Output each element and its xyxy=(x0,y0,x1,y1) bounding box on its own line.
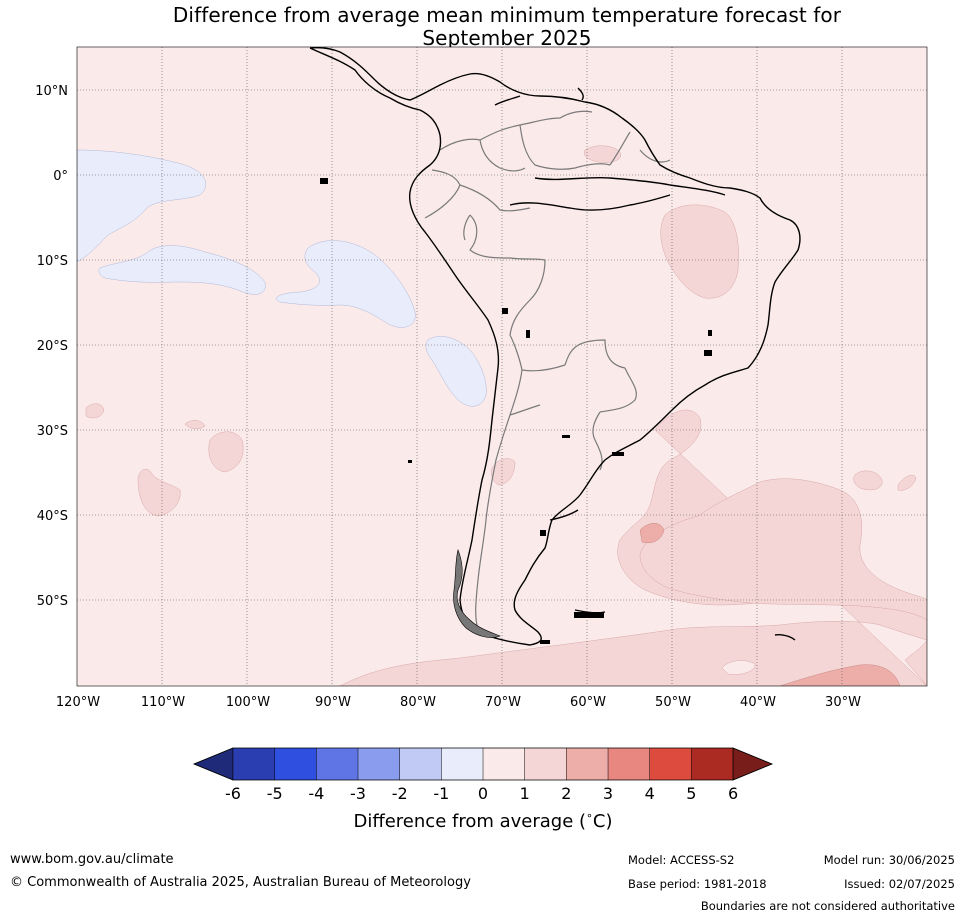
colorbar-tick-label: -5 xyxy=(267,784,283,803)
warm-anomaly-atlantic-small-1 xyxy=(853,470,883,491)
islands xyxy=(320,178,712,644)
colorbar-tick-label: -1 xyxy=(433,784,449,803)
lon-label: 70°W xyxy=(485,695,521,710)
lat-label: 40°S xyxy=(37,509,68,524)
colorbar-degree-symbol: ∘ xyxy=(586,809,593,822)
footer-website[interactable]: www.bom.gov.au/climate xyxy=(10,852,174,867)
footer-disclaimer: Boundaries are not considered authoritat… xyxy=(700,899,955,913)
warm-anomaly-brazil xyxy=(660,204,739,299)
lat-label: 10°N xyxy=(35,84,68,99)
colorbar-label: Difference from average (∘C) xyxy=(353,809,612,832)
colorbar-tick-label: -2 xyxy=(392,784,408,803)
colorbar-segment xyxy=(524,748,567,780)
lon-label: 30°W xyxy=(825,695,861,710)
lon-label: 120°W xyxy=(56,695,100,710)
cool-patch-south-atlantic xyxy=(721,660,756,675)
colorbar-segment xyxy=(274,748,317,780)
colorbar-segment xyxy=(358,748,401,780)
longitude-labels: 120°W 110°W 100°W 90°W 80°W 70°W 60°W 50… xyxy=(56,695,861,710)
warm-anomaly-pacific-3 xyxy=(85,403,105,419)
colorbar-tick-label: 0 xyxy=(478,784,488,803)
cool-anomaly-galapagos xyxy=(275,240,416,328)
title-line-2: September 2025 xyxy=(422,26,592,50)
colorbar-tick-label: 4 xyxy=(645,784,655,803)
chart-title: Difference from average mean minimum tem… xyxy=(0,4,965,50)
strong-warm-anomaly-1 xyxy=(639,523,665,544)
colorbar-extend-low xyxy=(193,747,234,781)
lon-label: 100°W xyxy=(226,695,270,710)
footer-model-run: Model run: 30/06/2025 xyxy=(823,853,955,867)
colorbar-tick-label: 5 xyxy=(686,784,696,803)
colorbar-segment xyxy=(608,748,651,780)
map-gridlines xyxy=(77,47,927,686)
lat-label: 20°S xyxy=(37,339,68,354)
warm-anomaly-atlantic-small-2 xyxy=(897,474,917,491)
latitude-labels: 10°N 0° 10°S 20°S 30°S 40°S 50°S xyxy=(35,84,68,609)
footer-base-period: Base period: 1981-2018 xyxy=(628,877,767,891)
colorbar-tick-label: -6 xyxy=(225,784,241,803)
title-line-1: Difference from average mean minimum tem… xyxy=(172,3,842,27)
colorbar-segment xyxy=(691,748,734,780)
cool-anomaly-pacific-mid xyxy=(98,245,266,295)
cool-anomaly-chile-coast xyxy=(425,336,487,407)
colorbar xyxy=(192,747,774,781)
colorbar-label-text: Difference from average ( xyxy=(353,811,586,832)
warm-anomaly-pacific-2 xyxy=(137,468,181,517)
lon-label: 90°W xyxy=(315,695,351,710)
lon-label: 40°W xyxy=(740,695,776,710)
warm-anomaly-pacific-1 xyxy=(208,431,244,473)
lon-label: 50°W xyxy=(655,695,691,710)
colorbar-segment xyxy=(483,748,526,780)
colorbar-tick-label: 3 xyxy=(603,784,613,803)
colorbar-segment xyxy=(399,748,442,780)
colorbar-tick-label: -3 xyxy=(350,784,366,803)
colorbar-tick-label: 1 xyxy=(520,784,530,803)
lat-label: 0° xyxy=(53,169,68,184)
country-borders xyxy=(424,110,671,631)
cool-anomaly-pacific-west xyxy=(77,149,207,263)
patagonia-fjords xyxy=(453,549,501,638)
lat-label: 30°S xyxy=(37,424,68,439)
colorbar-label-unit: C) xyxy=(593,811,613,832)
colorbar-segment xyxy=(649,748,692,780)
footer-model: Model: ACCESS-S2 xyxy=(628,853,735,867)
warm-anomaly-pacific-4 xyxy=(184,420,206,429)
warm-anomaly-south-atlantic-east xyxy=(639,478,927,621)
colorbar-extend-high xyxy=(732,747,773,781)
colorbar-segment xyxy=(566,748,609,780)
colorbar-tick-labels: -6 -5 -4 -3 -2 -1 0 1 2 3 4 5 6 xyxy=(225,784,738,803)
map-frame xyxy=(76,46,928,687)
colorbar-tick-label: 6 xyxy=(728,784,738,803)
coastline xyxy=(309,47,801,646)
colorbar-segment xyxy=(441,748,484,780)
colorbar-segment xyxy=(316,748,359,780)
colorbar-segment xyxy=(233,748,276,780)
colorbar-tick-label: -4 xyxy=(308,784,324,803)
warm-anomaly-guiana xyxy=(584,145,622,163)
footer-copyright: © Commonwealth of Australia 2025, Austra… xyxy=(10,875,471,890)
lon-label: 110°W xyxy=(141,695,185,710)
footer-issued: Issued: 02/07/2025 xyxy=(844,877,955,891)
strong-warm-anomaly-2 xyxy=(779,664,901,686)
colorbar-tick-label: 2 xyxy=(561,784,571,803)
lat-label: 50°S xyxy=(37,594,68,609)
warm-anomaly-chile-small xyxy=(491,458,516,486)
lon-label: 60°W xyxy=(570,695,606,710)
lon-label: 80°W xyxy=(400,695,436,710)
lat-label: 10°S xyxy=(37,254,68,269)
